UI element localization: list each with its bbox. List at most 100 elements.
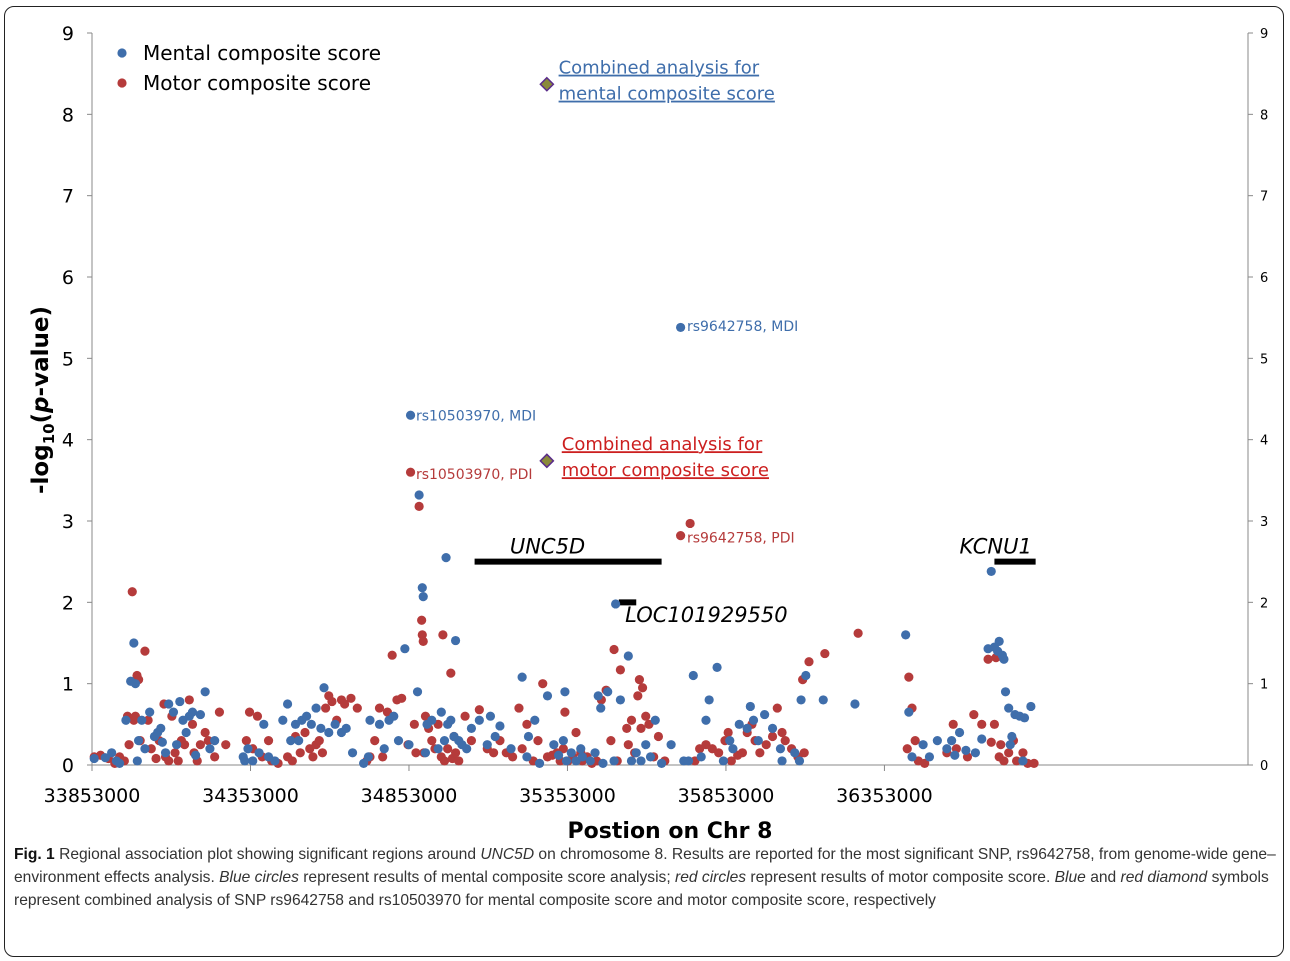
motor-point	[374, 703, 385, 713]
motor-point	[983, 654, 993, 664]
mental-point	[462, 744, 472, 754]
y-tick-label-left: 5	[62, 348, 74, 370]
mental-point	[767, 723, 778, 734]
mental-point	[485, 711, 496, 721]
motor-point	[714, 748, 724, 758]
mental-point	[1004, 703, 1014, 713]
motor-point	[427, 736, 437, 746]
mental-point	[576, 744, 586, 754]
motor-point	[986, 737, 996, 747]
caption-segment: and	[1085, 869, 1121, 886]
mental-point	[558, 736, 568, 746]
motor-point	[187, 719, 198, 729]
mental-point	[301, 711, 312, 721]
mental-point	[666, 740, 676, 750]
mental-point	[742, 723, 752, 734]
motor-point	[977, 719, 987, 729]
motor-point	[636, 723, 646, 734]
mental-point	[107, 748, 117, 758]
motor-point	[321, 703, 331, 713]
mental-point	[999, 654, 1009, 664]
y-tick-label-left: 3	[62, 511, 74, 533]
mental-point	[590, 748, 600, 758]
y-tick-label-left: 2	[62, 592, 74, 614]
motor-point	[522, 719, 532, 729]
motor-point	[755, 748, 765, 758]
mental-point	[701, 715, 711, 725]
caption-segment: represent results of mental composite sc…	[298, 869, 676, 886]
motor-point	[295, 748, 305, 758]
mental-point	[137, 715, 147, 725]
mental-point	[631, 748, 641, 758]
motor-point	[969, 709, 979, 720]
mental-point	[405, 410, 416, 420]
x-tick-label: 34853000	[361, 785, 458, 807]
motor-point	[378, 752, 388, 762]
motor-point	[466, 736, 477, 746]
motor-point	[200, 727, 210, 738]
y-tick-label-left: 7	[62, 186, 74, 208]
mental-point	[850, 699, 860, 709]
motor-point	[1029, 758, 1039, 768]
y-tick-label-right: 5	[1260, 352, 1268, 367]
snp-annotation: rs9642758, PDI	[687, 530, 795, 546]
mental-point	[100, 753, 110, 763]
motor-point	[143, 715, 153, 725]
motor-point	[560, 707, 570, 717]
mental-point	[482, 740, 492, 750]
mental-point	[650, 715, 660, 725]
motor-point	[633, 691, 643, 701]
motor-point	[726, 756, 736, 766]
motor-point	[300, 727, 310, 738]
mental-point	[490, 731, 500, 742]
figure-frame	[4, 6, 1284, 957]
caption-segment: red circles	[675, 869, 747, 886]
motor-point	[287, 756, 297, 766]
mental-point	[924, 752, 935, 762]
motor-point	[170, 748, 180, 758]
mental-point	[341, 723, 351, 734]
mental-point	[130, 679, 141, 689]
mental-point	[379, 744, 389, 754]
y-tick-label-left: 8	[62, 104, 74, 126]
mental-point	[636, 756, 646, 766]
mental-point	[977, 734, 987, 744]
mental-point	[439, 736, 450, 746]
motor-point	[780, 736, 790, 746]
y-axis-label: -log10(p-value)	[28, 306, 58, 494]
mental-point	[566, 748, 576, 758]
mental-point	[427, 715, 437, 725]
mental-point	[400, 644, 410, 654]
snp-annotation: rs10503970, MDI	[416, 408, 536, 424]
y-tick-label-right: 1	[1260, 678, 1268, 693]
y-tick-label-right: 8	[1260, 108, 1268, 123]
motor-point	[489, 748, 499, 758]
motor-point	[820, 648, 830, 659]
x-tick-label: 34353000	[202, 785, 299, 807]
motor-point	[723, 727, 733, 738]
mental-point	[121, 715, 131, 725]
motor-point	[252, 711, 263, 721]
y-tick-label-right: 0	[1260, 759, 1268, 774]
motor-point	[474, 705, 484, 715]
motor-point	[904, 672, 914, 682]
mental-point	[248, 756, 258, 766]
motor-point	[411, 748, 421, 758]
caption-segment: Blue	[1054, 869, 1086, 886]
legend-label: Motor composite score	[143, 71, 371, 95]
mental-point	[645, 752, 656, 762]
motor-point	[999, 756, 1009, 766]
motor-point	[653, 731, 664, 742]
motor-point	[622, 723, 632, 734]
motor-point	[203, 736, 213, 746]
mental-point	[210, 736, 220, 746]
mental-point	[760, 709, 770, 720]
motor-point	[1004, 748, 1014, 758]
mental-point	[156, 723, 166, 734]
mental-point	[641, 740, 651, 750]
y-tick-label-left: 6	[62, 267, 74, 289]
mental-point	[801, 670, 811, 681]
y-tick-label-right: 7	[1260, 190, 1268, 205]
motor-point	[1012, 756, 1022, 766]
caption-segment: Regional association plot showing signif…	[54, 846, 481, 863]
